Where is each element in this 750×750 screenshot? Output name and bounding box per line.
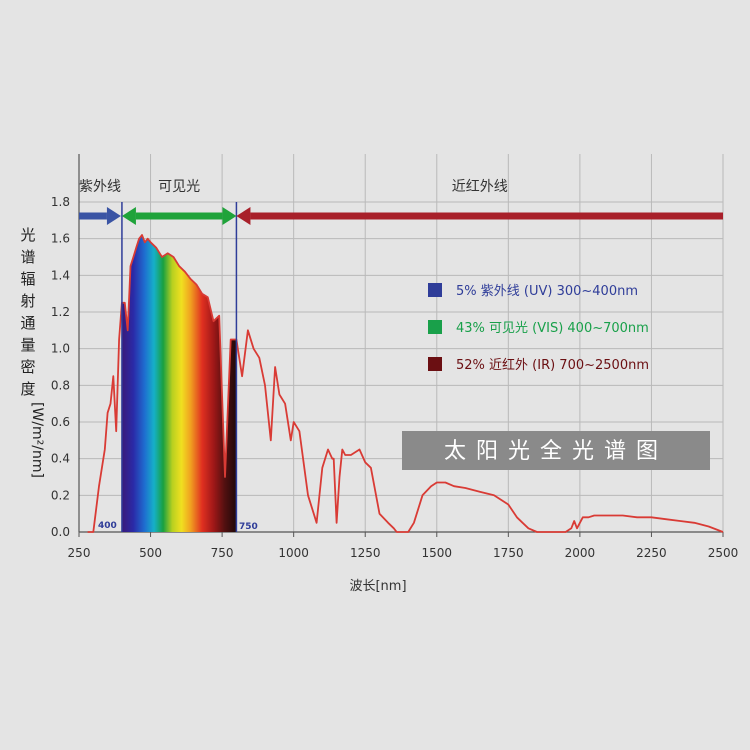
visible-spectrum-fill [121, 235, 237, 532]
y-label-unit: [W/m²/nm] [29, 402, 45, 478]
legend-text: 5% 紫外线 (UV) 300~400nm [456, 284, 638, 299]
y-tick-label: 1.0 [51, 342, 70, 356]
region-boundaries [121, 202, 238, 532]
legend-swatch [428, 357, 442, 371]
boundary-label-750: 750 [239, 522, 258, 532]
region-arrows: 紫外线 可见光 近红外线 [79, 179, 723, 225]
y-tick-label: 1.6 [51, 232, 70, 246]
y-label-char: 谱 [20, 248, 35, 266]
region-arrow-2: 近红外线 [236, 179, 723, 225]
irradiance-curve [87, 234, 724, 533]
boundary-label-400: 400 [98, 521, 117, 531]
x-tick-label: 2000 [565, 546, 596, 560]
y-tick-label: 0.4 [51, 452, 70, 466]
legend-item: 5% 紫外线 (UV) 300~400nm [428, 283, 638, 299]
y-tick-label: 1.8 [51, 195, 70, 209]
y-label-char: 密 [20, 358, 35, 376]
region-arrow-0: 紫外线 [79, 179, 121, 225]
x-tick-label: 2250 [636, 546, 667, 560]
y-tick-label: 0.8 [51, 378, 70, 392]
legend-text: 52% 近红外 (IR) 700~2500nm [456, 357, 649, 373]
x-tick-label: 1500 [422, 546, 453, 560]
y-tick-label: 0.2 [51, 488, 70, 502]
x-tick-label: 750 [211, 546, 234, 560]
y-label-char: 通 [20, 314, 35, 332]
region-label: 紫外线 [79, 179, 121, 195]
legend: 5% 紫外线 (UV) 300~400nm 43% 可见光 (VIS) 400~7… [428, 283, 649, 373]
title-box: 太阳光全光谱图 [402, 431, 710, 470]
x-tick-label: 250 [68, 546, 91, 560]
x-tick-label: 1750 [493, 546, 524, 560]
y-label-char: 量 [20, 336, 35, 354]
legend-item: 43% 可见光 (VIS) 400~700nm [428, 320, 649, 336]
y-label-char: 度 [20, 380, 35, 398]
y-label-char: 光 [20, 226, 35, 244]
region-label: 可见光 [158, 179, 200, 195]
region-arrow-1: 可见光 [121, 179, 237, 225]
legend-swatch [428, 320, 442, 334]
y-tick-label: 1.2 [51, 305, 70, 319]
legend-text: 43% 可见光 (VIS) 400~700nm [456, 321, 649, 336]
x-tick-label: 2500 [708, 546, 739, 560]
y-tick-label: 0.6 [51, 415, 70, 429]
x-axis-label: 波长[nm] [349, 579, 406, 594]
legend-swatch [428, 283, 442, 297]
chart-title: 太阳光全光谱图 [444, 439, 668, 464]
spectrum-gradient-area [121, 235, 237, 532]
x-tick-label: 500 [139, 546, 162, 560]
y-tick-label: 1.4 [51, 268, 70, 282]
y-label-char: 射 [20, 292, 35, 310]
legend-item: 52% 近红外 (IR) 700~2500nm [428, 357, 649, 373]
x-tick-label: 1250 [350, 546, 381, 560]
y-label-char: 辐 [20, 270, 35, 288]
region-label: 近红外线 [452, 179, 508, 195]
x-tick-label: 1000 [278, 546, 309, 560]
chart-axes: 250 500 750 1000 1250 1500 1750 2000 2250 2500 0.0… [51, 154, 738, 560]
y-tick-label: 0.0 [51, 525, 70, 539]
